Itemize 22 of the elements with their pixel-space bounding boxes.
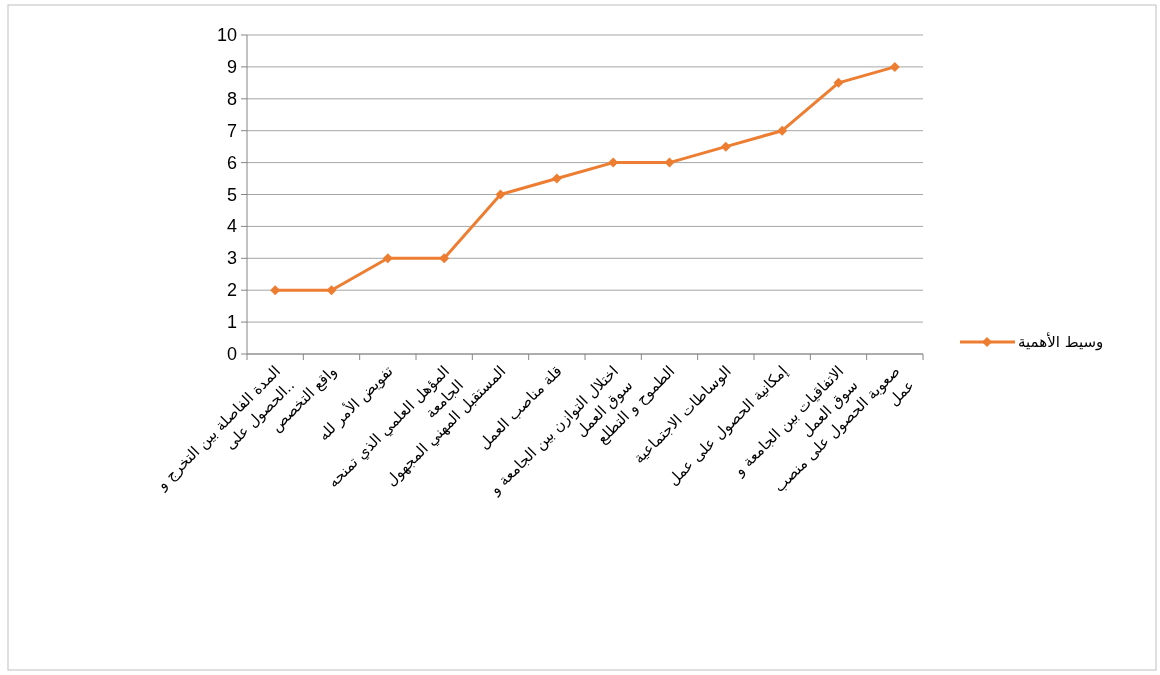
point: [551, 173, 562, 184]
point: [495, 189, 506, 200]
y-tick-label: 3: [226, 248, 237, 269]
y-tick-label: 7: [226, 120, 237, 141]
y-tick-label: 5: [226, 184, 237, 205]
y-tick-label: 4: [226, 216, 237, 237]
point: [326, 285, 337, 296]
y-tick-label: 2: [226, 280, 237, 301]
y-tick-label: 1: [226, 312, 237, 333]
point: [889, 61, 900, 72]
y-tick-label: 10: [216, 25, 237, 45]
point: [439, 253, 450, 264]
y-tick-label: 6: [226, 152, 237, 173]
y-tick-label: 0: [226, 344, 237, 364]
point: [382, 253, 393, 264]
legend: وسيط الأهمية: [960, 333, 1104, 351]
point: [777, 125, 788, 136]
y-tick-label: 8: [226, 88, 237, 109]
y-tick-label: 9: [226, 56, 237, 77]
point: [720, 141, 731, 152]
point: [833, 77, 844, 88]
legend-label: وسيط الأهمية: [1018, 332, 1104, 351]
